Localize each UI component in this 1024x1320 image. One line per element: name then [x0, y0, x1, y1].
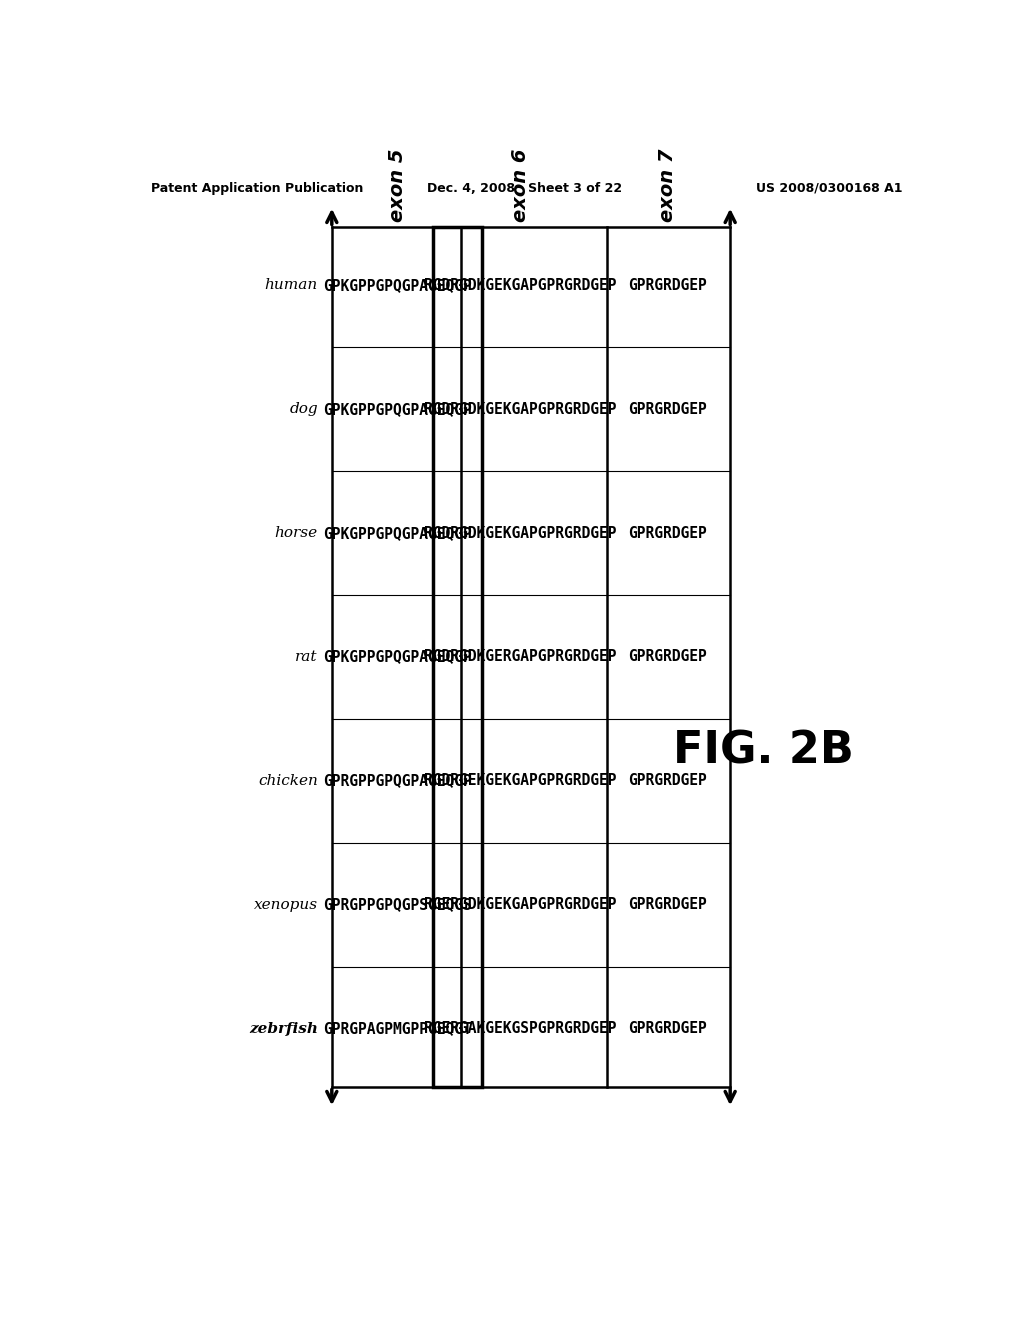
- Text: US 2008/0300168 A1: US 2008/0300168 A1: [757, 182, 903, 194]
- Text: GPRGPAGPMGPPGEQGT: GPRGPAGPMGPPGEQGT: [323, 1020, 472, 1036]
- Text: GPRGPPGPQGPAGEQGP: GPRGPPGPQGPAGEQGP: [323, 774, 472, 788]
- Text: GPKGPPGPQGPAGEQGP: GPKGPPGPQGPAGEQGP: [323, 525, 472, 541]
- Text: GPRGRDGEP: GPRGRDGEP: [629, 401, 708, 417]
- Text: RGERGAKGEKGSPGPRGRDGEP: RGERGAKGEKGSPGPRGRDGEP: [424, 1020, 616, 1036]
- Text: Patent Application Publication: Patent Application Publication: [152, 182, 364, 194]
- Text: GPRGRDGEP: GPRGRDGEP: [629, 774, 708, 788]
- Text: RGDRGEKGEKGAPGPRGRDGEP: RGDRGEKGEKGAPGPRGRDGEP: [424, 774, 616, 788]
- Text: RGERGDKGEKGAPGPRGRDGEP: RGERGDKGEKGAPGPRGRDGEP: [424, 898, 616, 912]
- Text: exon 5: exon 5: [388, 148, 407, 222]
- Text: GPRGRDGEP: GPRGRDGEP: [629, 1020, 708, 1036]
- Text: GPKGPPGPQGPAGEQGP: GPKGPPGPQGPAGEQGP: [323, 279, 472, 293]
- Text: GPKGPPGPQGPAGEQGP: GPKGPPGPQGPAGEQGP: [323, 401, 472, 417]
- Bar: [433, 227, 482, 1086]
- Text: RGDRGDKGEKGAPGPRGRDGEP: RGDRGDKGEKGAPGPRGRDGEP: [424, 401, 616, 417]
- Text: chicken: chicken: [258, 774, 317, 788]
- Text: GPRGRDGEP: GPRGRDGEP: [629, 898, 708, 912]
- Text: zebrfish: zebrfish: [249, 1022, 317, 1035]
- Text: rat: rat: [295, 649, 317, 664]
- Text: horse: horse: [274, 527, 317, 540]
- Text: exon 6: exon 6: [511, 148, 529, 222]
- Text: xenopus: xenopus: [254, 898, 317, 912]
- Text: GPRGPPGPQGPSGEQGS: GPRGPPGPQGPSGEQGS: [323, 898, 472, 912]
- Text: GPRGRDGEP: GPRGRDGEP: [629, 649, 708, 664]
- Text: GPKGPPGPQGPAGEQGP: GPKGPPGPQGPAGEQGP: [323, 649, 472, 664]
- Text: FIG. 2B: FIG. 2B: [673, 730, 854, 772]
- Text: human: human: [264, 279, 317, 293]
- Text: exon 7: exon 7: [658, 148, 677, 222]
- Text: RGDRGDKGERGAPGPRGRDGEP: RGDRGDKGERGAPGPRGRDGEP: [424, 649, 616, 664]
- Text: Dec. 4, 2008   Sheet 3 of 22: Dec. 4, 2008 Sheet 3 of 22: [427, 182, 623, 194]
- Text: GPRGRDGEP: GPRGRDGEP: [629, 279, 708, 293]
- Text: RGDRGDKGEKGAPGPRGRDGEP: RGDRGDKGEKGAPGPRGRDGEP: [424, 525, 616, 541]
- Text: GPRGRDGEP: GPRGRDGEP: [629, 525, 708, 541]
- Text: dog: dog: [289, 403, 317, 416]
- Text: RGDRGDKGEKGAPGPRGRDGEP: RGDRGDKGEKGAPGPRGRDGEP: [424, 279, 616, 293]
